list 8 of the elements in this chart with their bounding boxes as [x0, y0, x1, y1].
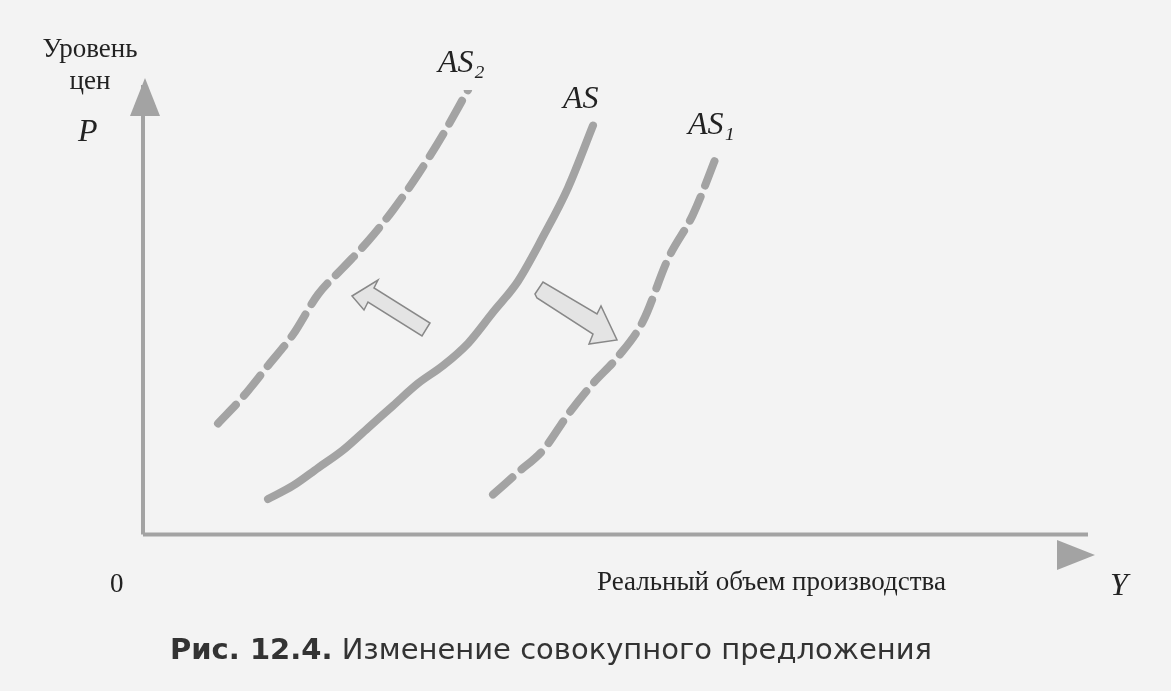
y-axis-title: Уровень цен — [41, 32, 139, 96]
series-label: AS — [561, 78, 599, 115]
series-label: AS₂ — [436, 43, 485, 79]
x-axis-title: Реальный объем производства — [597, 566, 946, 597]
text: P — [78, 112, 98, 149]
series-label: AS₁ — [686, 105, 735, 142]
text: Рис. 12.4. Изменение совокупного предложения — [170, 632, 932, 666]
text: 0 — [110, 568, 124, 599]
